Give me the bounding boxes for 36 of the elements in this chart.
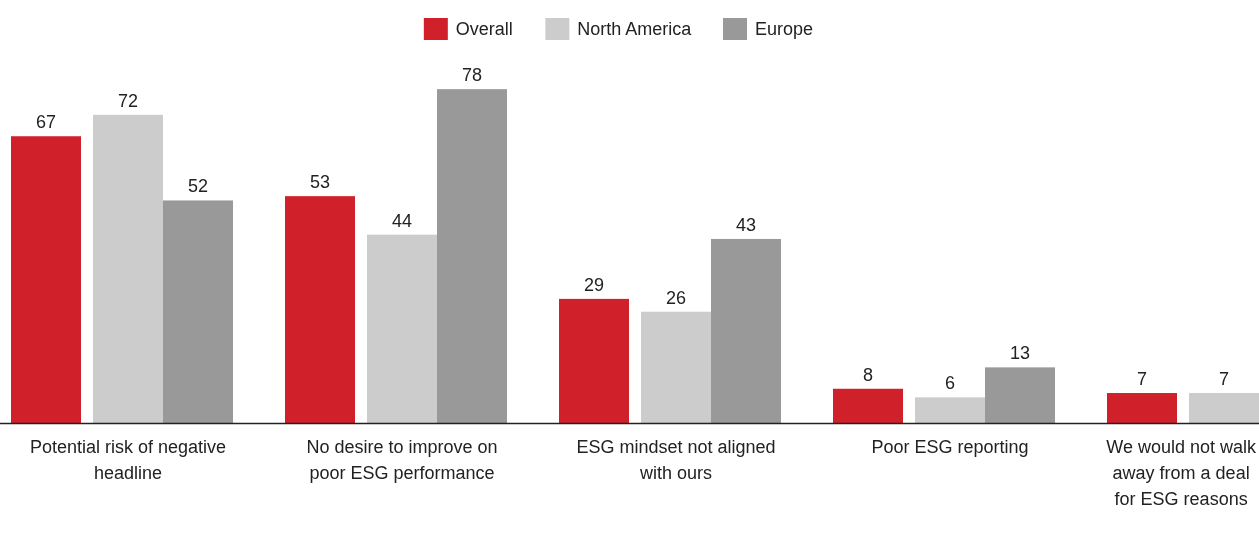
bar [163,200,233,423]
bar [985,367,1055,423]
bar [641,311,711,423]
data-label: 7 [1218,369,1230,390]
legend-label: Overall [455,19,513,39]
bar [285,196,355,423]
data-label: 52 [187,176,209,197]
data-label: 53 [309,172,331,193]
bar [711,238,781,423]
bar [437,89,507,423]
x-tick-label: We would not walk away from a deal for ESG reasons [1106,437,1257,509]
data-label: 72 [117,90,139,111]
bar [1189,393,1259,423]
data-label: 8 [862,364,874,385]
data-label: 26 [665,287,687,308]
bar [367,234,437,423]
bar [11,136,81,423]
x-tick-label: ESG mindset not aligned with ours [576,437,776,483]
bar [559,298,629,423]
bar [833,388,903,423]
data-label: 43 [735,214,757,235]
data-label: 13 [1009,343,1031,364]
data-label: 6 [944,373,956,394]
x-tick-label: No desire to improve on poor ESG performance [306,437,498,483]
data-label: 78 [461,65,483,86]
data-label: 67 [35,112,57,133]
x-tick-label: Potential risk of negative headline [29,437,227,483]
legend-label: North America [577,19,693,39]
x-tick-label: Poor ESG reporting [871,437,1029,457]
legend-label: Europe [755,19,814,39]
data-label: 7 [1136,369,1148,390]
bar [915,397,985,423]
bar [93,114,163,423]
data-label: 29 [583,274,605,295]
bar [1107,393,1177,423]
data-label: 44 [391,210,413,231]
